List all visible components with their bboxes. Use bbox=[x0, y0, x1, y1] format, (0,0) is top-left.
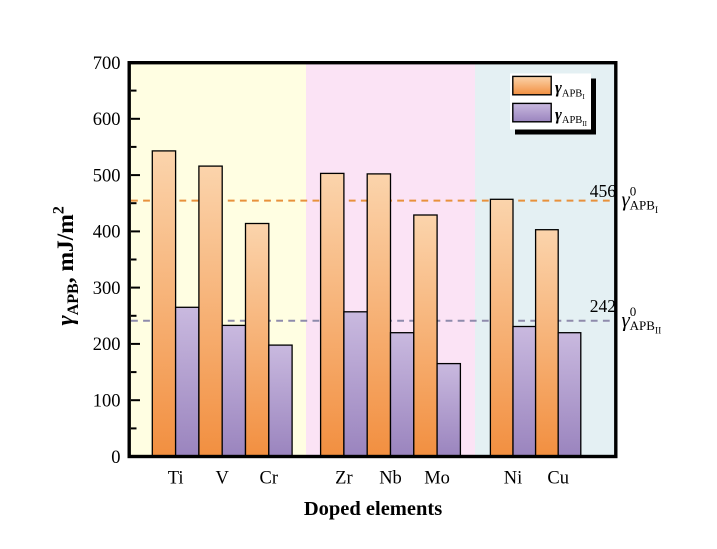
svg-text:Zr: Zr bbox=[335, 469, 352, 489]
svg-text:700: 700 bbox=[93, 54, 121, 74]
svg-text:Ti: Ti bbox=[168, 469, 184, 489]
svg-text:200: 200 bbox=[93, 335, 121, 355]
svg-text:Cr: Cr bbox=[260, 469, 279, 489]
svg-text:γAPBI: γAPBI bbox=[555, 78, 585, 101]
svg-text:100: 100 bbox=[93, 392, 121, 412]
svg-text:242: 242 bbox=[590, 296, 616, 316]
svg-text:γAPBII: γAPBII bbox=[555, 105, 588, 128]
svg-text:Doped elements: Doped elements bbox=[304, 498, 442, 520]
svg-text:0: 0 bbox=[111, 448, 120, 468]
svg-text:300: 300 bbox=[93, 279, 121, 299]
svg-text:γAPB, mJ/m2: γAPB, mJ/m2 bbox=[51, 206, 83, 325]
svg-text:400: 400 bbox=[93, 223, 121, 243]
svg-text:456: 456 bbox=[590, 181, 617, 201]
svg-text:500: 500 bbox=[93, 166, 121, 186]
svg-text:V: V bbox=[216, 469, 230, 489]
svg-text:Ni: Ni bbox=[504, 469, 523, 489]
svg-text:600: 600 bbox=[93, 110, 121, 130]
svg-text:Nb: Nb bbox=[379, 469, 402, 489]
svg-text:Cu: Cu bbox=[547, 469, 569, 489]
svg-text:Mo: Mo bbox=[424, 469, 450, 489]
